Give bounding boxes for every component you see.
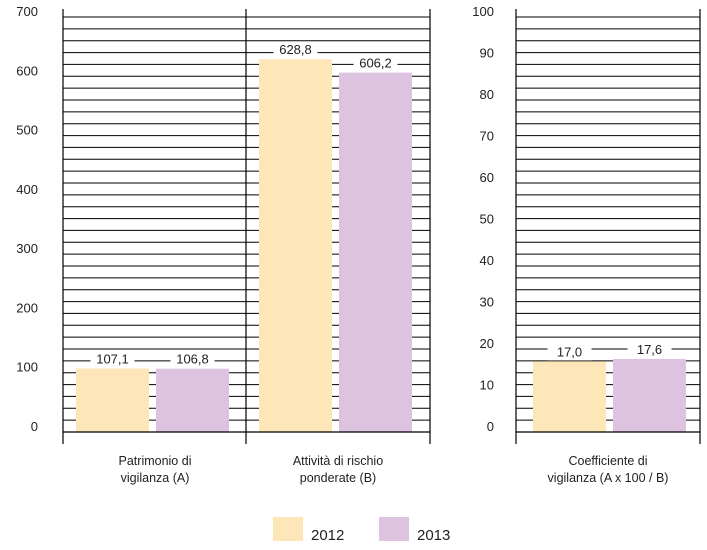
data-label-bg: [547, 344, 592, 361]
x-category-label: vigilanza (A x 100 / B): [548, 471, 669, 485]
tick-label-bg: [2, 420, 42, 434]
legend-label: 2012: [311, 527, 344, 544]
y-tick-label: 300: [16, 241, 38, 256]
legend-swatch: [379, 517, 409, 541]
tick-label-bg: [458, 254, 498, 268]
data-label: 17,6: [637, 342, 662, 357]
data-label-bg: [273, 42, 318, 59]
tick-label-bg: [458, 88, 498, 102]
x-category-label: Attività di rischio: [293, 454, 383, 468]
bar: [533, 361, 606, 432]
data-label: 606,2: [359, 56, 392, 71]
data-label: 107,1: [96, 352, 129, 367]
y-tick-label: 700: [16, 4, 38, 19]
y-tick-label: 200: [16, 300, 38, 315]
y-tick-label: 600: [16, 63, 38, 78]
data-label-bg: [170, 351, 215, 368]
x-category-label: vigilanza (A): [121, 471, 190, 485]
y-tick-label: 40: [480, 253, 494, 268]
y-tick-label: 10: [480, 378, 494, 393]
x-category-label: Patrimonio di: [119, 454, 192, 468]
y-tick-label: 80: [480, 87, 494, 102]
legend-label: 2013: [417, 527, 450, 544]
chart-panel-1: 107,1 628,8 106,8 606,2 0 100 200 300 400 500 600 7…: [2, 4, 431, 485]
tick-label-bg: [2, 123, 42, 138]
tick-label-bg: [2, 182, 42, 197]
bar: [259, 59, 332, 433]
tick-label-bg: [458, 295, 498, 310]
tick-label-bg: [458, 212, 498, 227]
chart-panel-2: 17,0 17,6 0 10 20 30 40 50 60 70 80 90 100 Coefficien…: [458, 4, 701, 485]
data-label-bg: [353, 55, 398, 72]
bar: [76, 368, 149, 432]
tick-label-bg: [458, 5, 498, 19]
y-tick-label: 60: [480, 170, 494, 185]
y-tick-label: 0: [31, 419, 38, 434]
y-tick-label: 400: [16, 182, 38, 197]
legend: 2012 2013: [273, 517, 450, 544]
bar: [613, 358, 686, 432]
tick-label-bg: [458, 46, 498, 61]
data-label-bg: [90, 351, 135, 368]
y-tick-label: 100: [472, 4, 494, 19]
data-label: 628,8: [279, 42, 312, 57]
tick-label-bg: [2, 5, 42, 19]
y-tick-label: 90: [480, 46, 494, 61]
y-tick-label: 70: [480, 129, 494, 144]
bar: [156, 368, 229, 432]
bar: [339, 72, 412, 433]
tick-label-bg: [2, 242, 42, 257]
tick-label-bg: [2, 64, 42, 79]
y-tick-label: 20: [480, 336, 494, 351]
tick-label-bg: [2, 360, 42, 375]
y-tick-label: 500: [16, 123, 38, 138]
tick-label-bg: [458, 171, 498, 185]
tick-label-bg: [2, 301, 42, 316]
legend-swatch: [273, 517, 303, 541]
y-tick-label: 0: [487, 419, 494, 434]
tick-label-bg: [458, 378, 498, 393]
data-label: 17,0: [557, 344, 582, 359]
tick-label-bg: [458, 337, 498, 351]
tick-label-bg: [458, 129, 498, 144]
x-category-label: Coefficiente di: [569, 454, 648, 468]
x-category-label: ponderate (B): [300, 471, 376, 485]
y-tick-label: 100: [16, 360, 38, 375]
data-label: 106,8: [176, 352, 209, 367]
data-label-bg: [627, 341, 672, 358]
tick-label-bg: [458, 420, 498, 434]
y-tick-label: 50: [480, 212, 494, 227]
y-tick-label: 30: [480, 295, 494, 310]
